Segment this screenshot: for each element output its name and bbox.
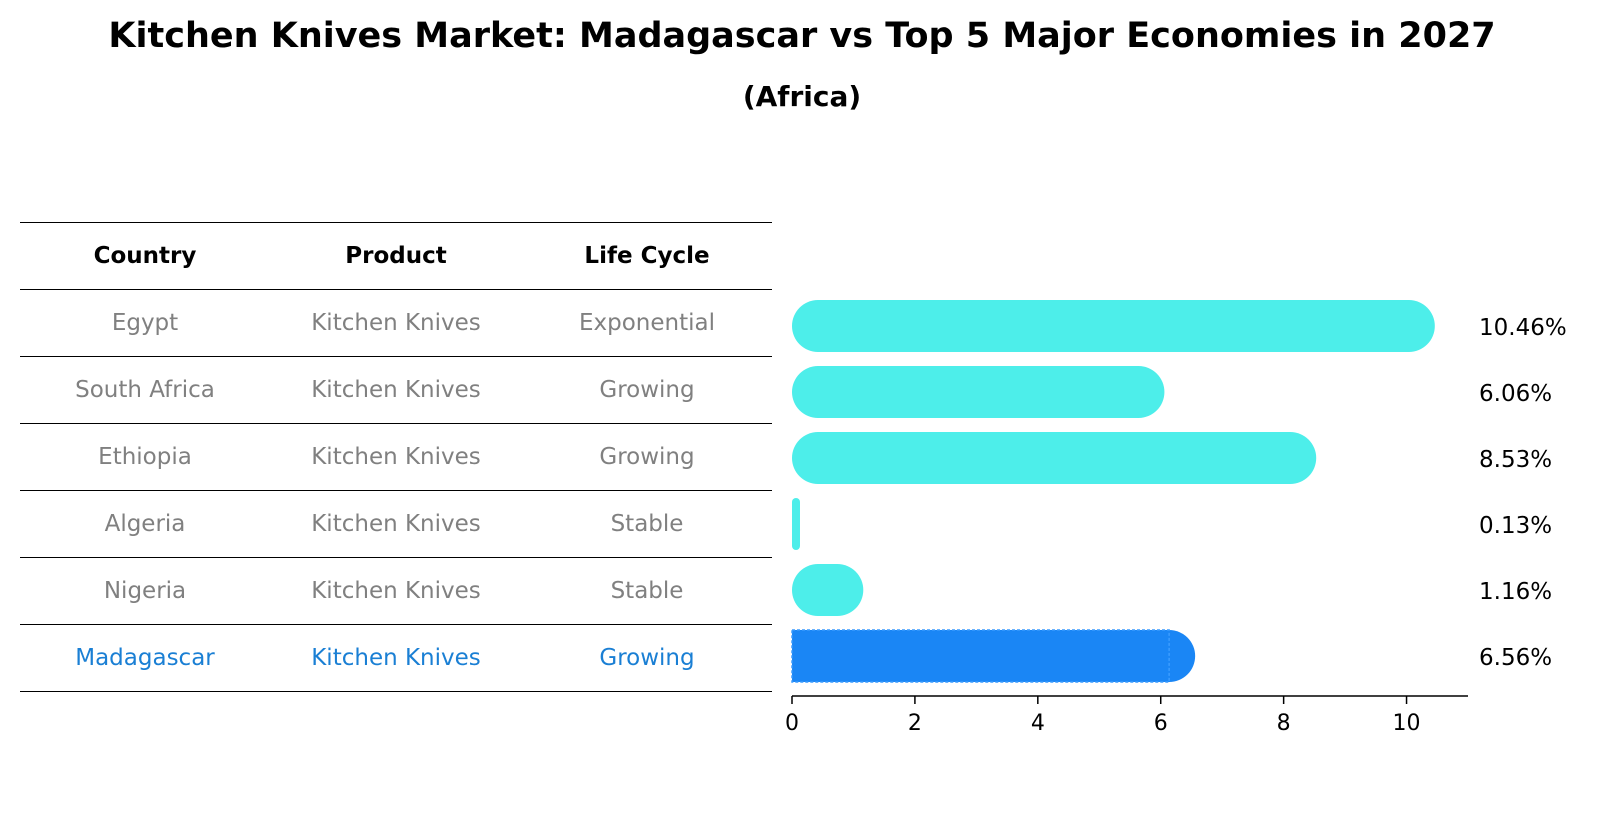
x-tick-label: 2 [908,711,922,736]
value-label: 1.16% [1479,579,1552,605]
value-labels-group: 10.46% 6.06% 8.53% 0.13% 1.16% 6.56% [1479,315,1567,671]
data-table: Country Product Life Cycle Egypt Kitchen… [20,222,772,692]
row-product: Kitchen Knives [311,511,481,537]
value-label: 0.13% [1479,513,1552,539]
value-label: 10.46% [1479,315,1567,341]
row-country: Algeria [104,511,186,537]
table-header-row: Country Product Life Cycle [20,222,772,289]
header-product: Product [345,243,447,269]
table-row: Algeria Kitchen Knives Stable [20,490,772,557]
x-tick-label: 6 [1154,711,1168,736]
x-tick-label: 0 [785,711,799,736]
bar-south-africa [792,366,1165,418]
chart-title: Kitchen Knives Market: Madagascar vs Top… [108,16,1496,56]
row-life-cycle: Stable [610,578,684,604]
table-row: South Africa Kitchen Knives Growing [20,356,772,423]
bars-group [791,300,1435,683]
value-label: 6.56% [1479,645,1552,671]
row-life-cycle: Stable [610,511,684,537]
table-row: Ethiopia Kitchen Knives Growing [20,423,772,490]
row-country: Ethiopia [98,444,192,470]
bar-ethiopia [792,432,1317,484]
row-country: Egypt [111,310,179,336]
bar-nigeria [792,564,864,616]
table-row: Egypt Kitchen Knives Exponential [20,289,772,356]
row-life-cycle: Exponential [578,310,716,336]
row-life-cycle: Growing [599,377,695,403]
x-tick-label: 4 [1031,711,1045,736]
x-axis: 0 2 4 6 8 10 [785,695,1468,736]
row-product: Kitchen Knives [311,310,481,336]
row-country: Madagascar [75,645,215,671]
table-row: Nigeria Kitchen Knives Stable [20,557,772,624]
row-product: Kitchen Knives [311,444,481,470]
table-row-highlighted: Madagascar Kitchen Knives Growing [20,624,772,692]
x-tick-label: 8 [1277,711,1291,736]
x-tick-label: 10 [1393,711,1421,736]
value-label: 8.53% [1479,447,1552,473]
header-country: Country [93,243,197,269]
value-label: 6.06% [1479,381,1552,407]
row-life-cycle: Growing [599,645,695,671]
row-product: Kitchen Knives [311,645,481,671]
chart-subtitle: (Africa) [742,80,862,113]
bar-algeria [792,498,800,550]
row-country: South Africa [75,377,215,403]
header-life-cycle: Life Cycle [584,243,710,269]
bar-highlight-body [791,629,1170,683]
row-product: Kitchen Knives [311,578,481,604]
row-country: Nigeria [103,578,187,604]
row-life-cycle: Growing [599,444,695,470]
bar-egypt [792,300,1435,352]
row-product: Kitchen Knives [311,377,481,403]
